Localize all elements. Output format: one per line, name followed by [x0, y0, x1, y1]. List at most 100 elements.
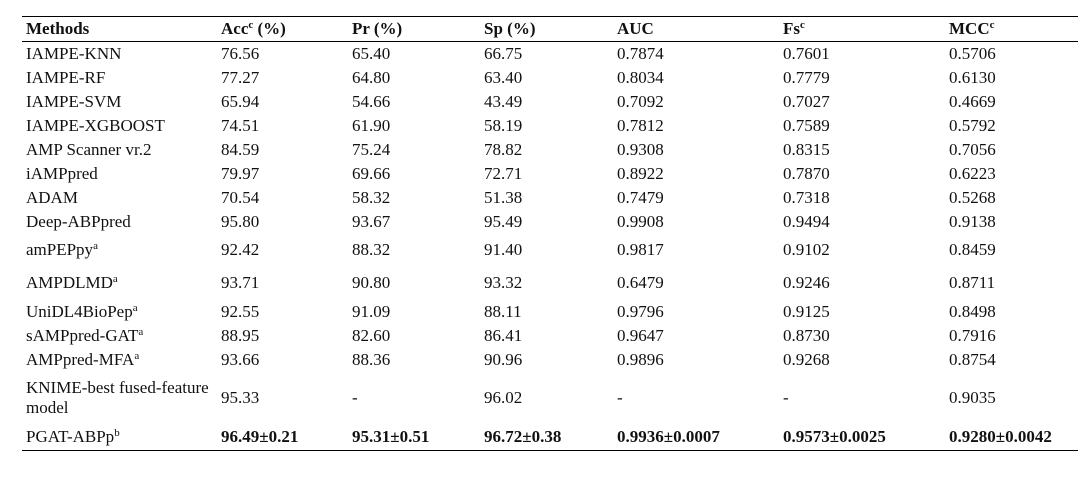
- method-name: Deep-ABPpred: [26, 211, 131, 231]
- value-cell: 88.11: [484, 301, 522, 321]
- method-footnote: a: [112, 273, 118, 285]
- value-cell: 0.9896: [617, 349, 664, 369]
- value-cell: 0.8315: [783, 139, 830, 159]
- value-cell: 90.80: [352, 273, 391, 292]
- method-footnote: a: [93, 240, 98, 252]
- method-name: UniDL4BioPep: [26, 301, 133, 321]
- table-row: IAMPE-SVM 65.94 54.66 43.49 0.7092 0.7027 0.46…: [22, 90, 1078, 114]
- value-cell: 0.7056: [949, 139, 996, 159]
- value-cell: 0.6479: [617, 273, 664, 292]
- value-cell: 0.9246: [783, 273, 830, 292]
- table-row: iAMPpred 79.97 69.66 72.71 0.8922 0.7870 0.622…: [22, 162, 1078, 186]
- method-footnote: a: [134, 349, 140, 362]
- table-body: IAMPE-KNN 76.56 65.40 66.75 0.7874 0.7601 0.57…: [22, 42, 1078, 451]
- value-cell: 0.7874: [617, 43, 664, 63]
- value-cell: 95.33: [221, 387, 260, 407]
- table-row: PGAT-ABPpb 96.49±0.21 95.31±0.51 96.72±0.38…: [22, 423, 1078, 451]
- value-cell: 95.31±0.51: [348, 423, 480, 451]
- method-cell: UniDL4BioPepa: [22, 300, 217, 324]
- value-cell: 0.7870: [783, 163, 830, 183]
- method-cell: AMPDLMDa: [22, 267, 217, 300]
- value-cell: 0.9817: [617, 240, 664, 259]
- value-cell: 84.59: [221, 139, 260, 159]
- value-cell: 0.8459: [949, 240, 996, 259]
- value-cell: 0.9936±0.0007: [613, 423, 779, 451]
- value-cell: 0.9125: [783, 301, 830, 321]
- method-name: iAMPpred: [26, 163, 98, 183]
- value-cell: 88.36: [352, 349, 391, 369]
- method-cell: IAMPE-SVM: [22, 90, 217, 114]
- method-name: AMPpred-MFA: [26, 349, 135, 369]
- header-methods: Methods: [22, 16, 217, 42]
- value-cell: 0.9035: [949, 387, 996, 407]
- value-cell: -: [783, 387, 789, 407]
- header-mcc: MCCc: [945, 16, 1078, 42]
- value-cell: 0.8730: [783, 325, 830, 345]
- value-cell: 69.66: [352, 163, 391, 183]
- method-footnote: a: [138, 325, 144, 338]
- value-cell: 77.27: [221, 67, 260, 87]
- value-cell: 51.38: [484, 187, 523, 207]
- method-cell: IAMPE-XGBOOST: [22, 114, 217, 138]
- value-cell: 0.9102: [783, 240, 830, 259]
- table-row: IAMPE-KNN 76.56 65.40 66.75 0.7874 0.7601 0.57…: [22, 42, 1078, 66]
- method-cell: IAMPE-RF: [22, 66, 217, 90]
- method-name: KNIME-best fused-feature model: [26, 377, 209, 417]
- value-cell: 61.90: [352, 115, 391, 135]
- value-cell: 72.71: [484, 163, 523, 183]
- method-cell: Deep-ABPpred: [22, 210, 217, 234]
- value-cell: 0.9908: [617, 211, 664, 231]
- value-cell: 0.7812: [617, 115, 664, 135]
- value-cell: 79.97: [221, 163, 260, 183]
- value-cell: 54.66: [352, 91, 391, 111]
- value-cell: 0.5706: [949, 43, 996, 63]
- value-cell: 86.41: [484, 325, 523, 345]
- value-cell: 93.66: [221, 349, 260, 369]
- value-cell: 0.8034: [617, 67, 664, 87]
- table-row: amPEPpya 92.42 88.32 91.40 0.9817 0.9102 0.845…: [22, 234, 1078, 267]
- value-cell: 63.40: [484, 67, 523, 87]
- value-cell: 0.9796: [617, 301, 664, 321]
- value-cell: 0.9308: [617, 139, 664, 159]
- value-cell: 92.42: [221, 240, 260, 259]
- value-cell: 90.96: [484, 349, 523, 369]
- method-footnote: a: [132, 301, 138, 314]
- value-cell: 96.72±0.38: [480, 423, 613, 451]
- value-cell: 43.49: [484, 91, 523, 111]
- method-cell: AMPpred-MFAa: [22, 348, 217, 372]
- header-auc: AUC: [613, 16, 779, 42]
- method-cell: PGAT-ABPpb: [22, 423, 217, 451]
- method-cell: amPEPpya: [22, 234, 217, 267]
- table-row: AMP Scanner vr.2 84.59 75.24 78.82 0.9308 0.8…: [22, 138, 1078, 162]
- method-name: sAMPpred-GAT: [26, 325, 139, 345]
- value-cell: 0.7027: [783, 91, 830, 111]
- value-cell: 0.7589: [783, 115, 830, 135]
- value-cell: 65.94: [221, 91, 260, 111]
- value-cell: 0.8498: [949, 301, 996, 321]
- value-cell: 0.6130: [949, 67, 996, 87]
- value-cell: 0.9573±0.0025: [779, 423, 945, 451]
- table-row: IAMPE-RF 77.27 64.80 63.40 0.8034 0.7779 0.613…: [22, 66, 1078, 90]
- value-cell: 88.95: [221, 325, 260, 345]
- value-cell: 0.7916: [949, 325, 996, 345]
- value-cell: 0.7779: [783, 67, 830, 87]
- header-fs: Fsc: [779, 16, 945, 42]
- value-cell: 75.24: [352, 139, 391, 159]
- method-cell: KNIME-best fused-feature model: [22, 372, 217, 424]
- table-row: KNIME-best fused-feature model 95.33 - 96.0…: [22, 372, 1078, 424]
- value-cell: 88.32: [352, 240, 391, 259]
- method-cell: sAMPpred-GATa: [22, 324, 217, 348]
- value-cell: 0.7092: [617, 91, 664, 111]
- value-cell: 78.82: [484, 139, 523, 159]
- value-cell: 64.80: [352, 67, 391, 87]
- value-cell: -: [617, 387, 623, 407]
- value-cell: 58.32: [352, 187, 391, 207]
- value-cell: 0.8754: [949, 349, 996, 369]
- header-row: Methods Accc (%) Pr (%) Sp (%) AUC Fsc M…: [22, 16, 1078, 42]
- results-table: Methods Accc (%) Pr (%) Sp (%) AUC Fsc M…: [22, 16, 1078, 451]
- value-cell: 70.54: [221, 187, 260, 207]
- method-name: IAMPE-RF: [26, 67, 106, 87]
- value-cell: 76.56: [221, 43, 260, 63]
- method-cell: iAMPpred: [22, 162, 217, 186]
- value-cell: 0.8922: [617, 163, 664, 183]
